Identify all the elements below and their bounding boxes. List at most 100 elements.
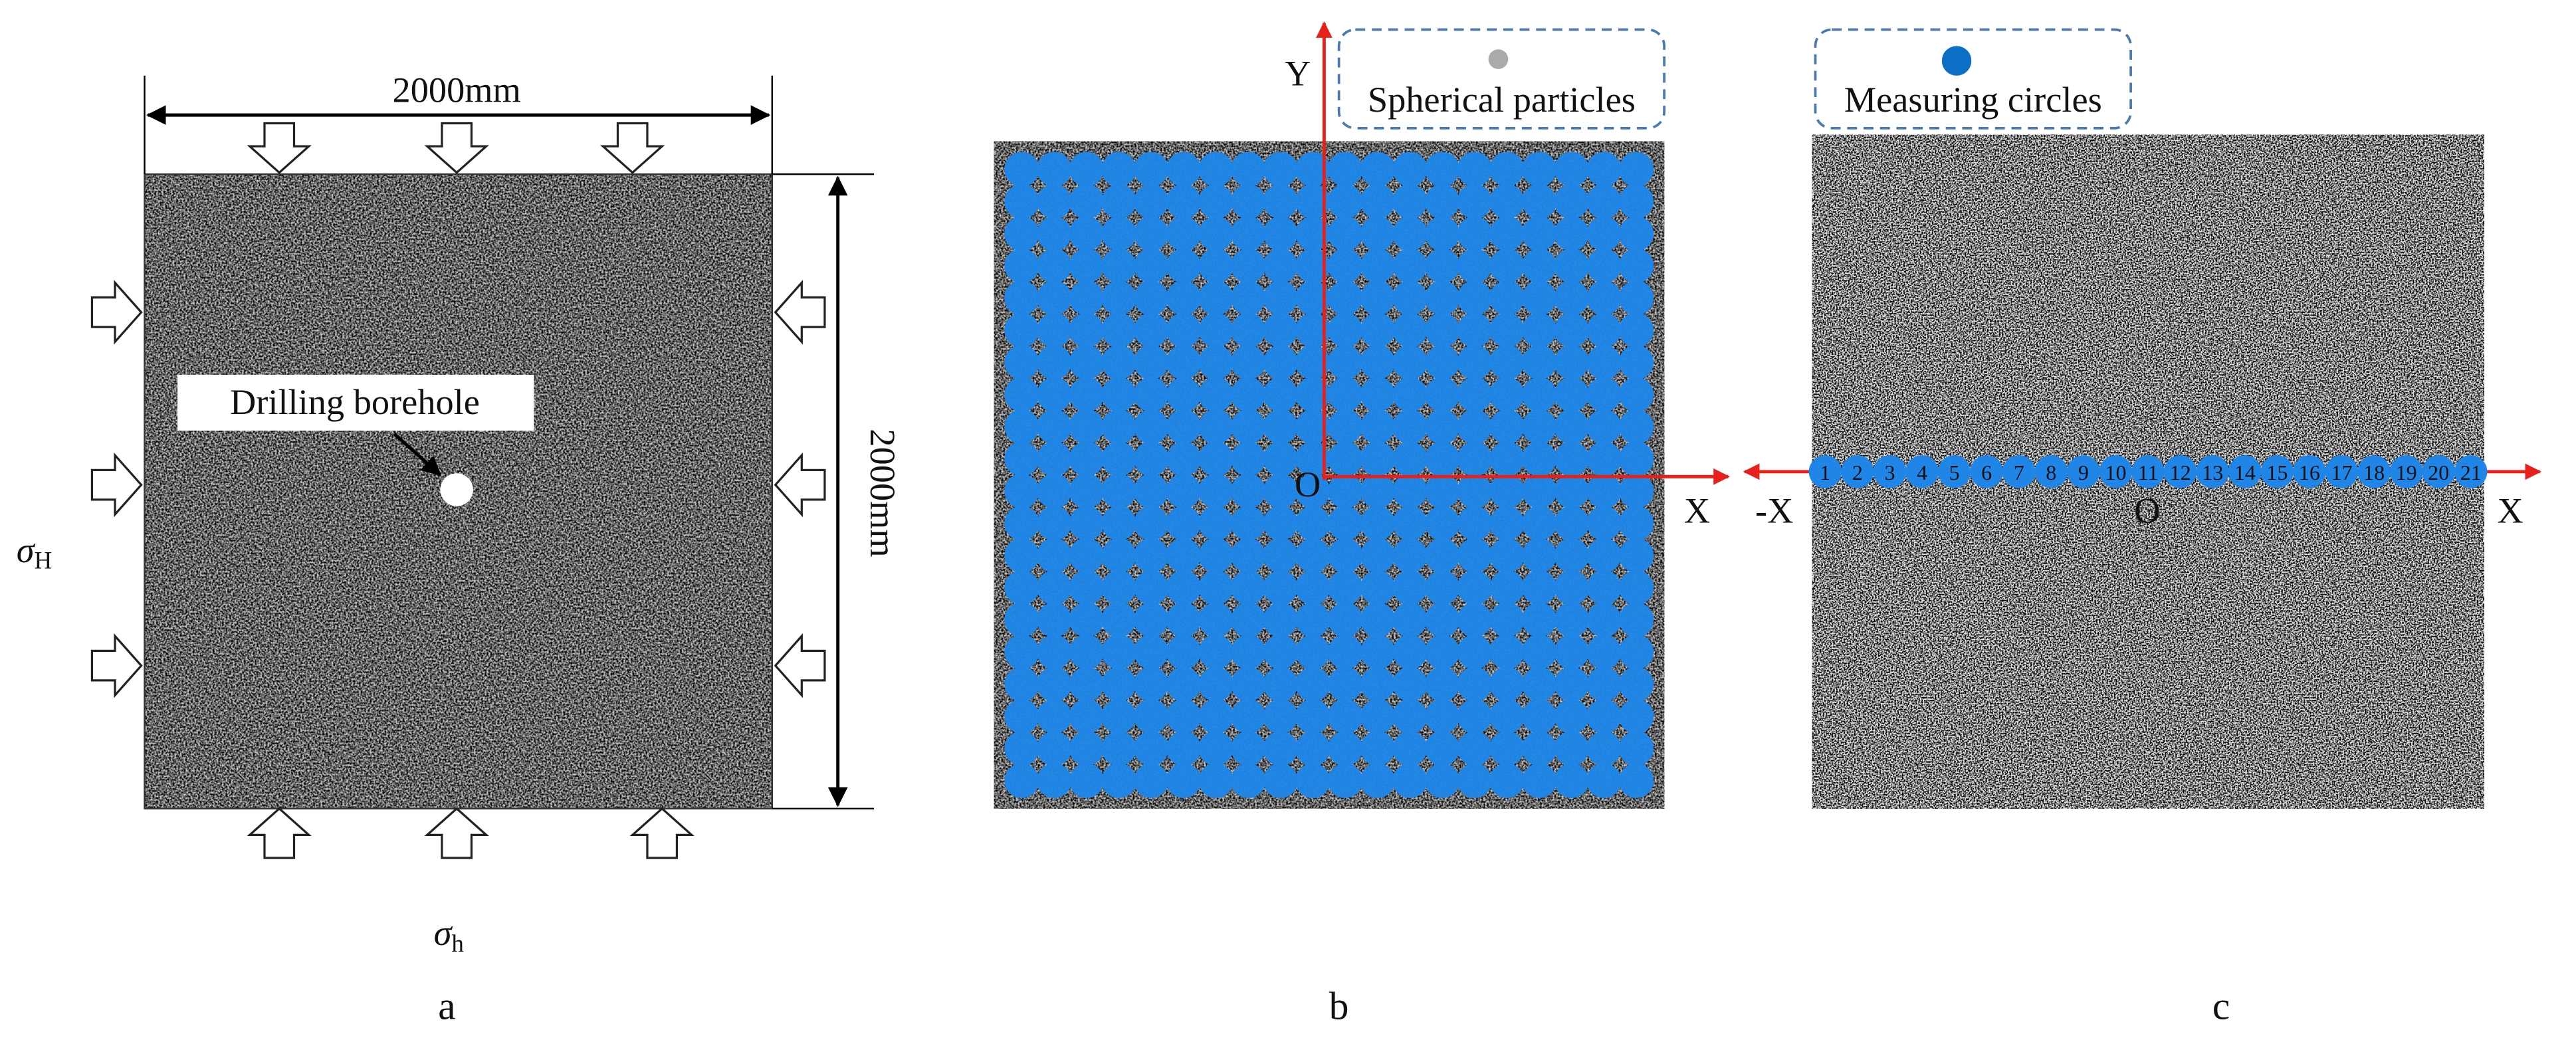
measuring-circle bbox=[1424, 183, 1460, 219]
measuring-circle bbox=[1873, 455, 1907, 488]
measuring-circle bbox=[1166, 280, 1202, 316]
measuring-circle bbox=[1489, 763, 1525, 798]
measuring-circle bbox=[1521, 538, 1557, 573]
measuring-circle bbox=[1263, 570, 1299, 605]
measuring-circle bbox=[1198, 570, 1234, 605]
measuring-circle bbox=[1295, 570, 1331, 605]
measuring-circle bbox=[1360, 280, 1395, 316]
measuring-circle bbox=[1133, 345, 1169, 380]
measuring-circle bbox=[1554, 312, 1589, 348]
load-arrow bbox=[774, 454, 826, 516]
measuring-circle bbox=[1198, 473, 1234, 509]
measuring-circle bbox=[1618, 152, 1654, 187]
measuring-circle bbox=[1586, 183, 1622, 219]
measuring-circle bbox=[1586, 538, 1622, 573]
measuring-circle bbox=[1101, 731, 1136, 766]
measuring-circle bbox=[1004, 602, 1039, 637]
measuring-circle bbox=[1230, 409, 1266, 445]
caption: a bbox=[438, 984, 455, 1027]
measuring-circle bbox=[1230, 152, 1266, 187]
measuring-circle bbox=[1230, 506, 1266, 541]
measuring-circle bbox=[1424, 538, 1460, 573]
measuring-row: 1 2 3 4 5 6 7 8 9 10 11 12 13 14 15 16 17 18 19 20 21 bbox=[1808, 455, 2488, 488]
measuring-circle bbox=[1037, 634, 1072, 670]
measuring-circle bbox=[1069, 312, 1105, 348]
measuring-circle bbox=[1198, 602, 1234, 637]
measuring-circle bbox=[1457, 312, 1492, 348]
measuring-circle bbox=[1037, 731, 1072, 766]
measuring-circle bbox=[1295, 312, 1331, 348]
measuring-circle bbox=[1198, 183, 1234, 219]
panel-a: Drilling borehole 2000mm 2000mm σH σh a bbox=[17, 70, 903, 1027]
sigma-subscript: h bbox=[451, 930, 464, 958]
measuring-circle bbox=[1230, 634, 1266, 670]
measuring-circle bbox=[1424, 634, 1460, 670]
measuring-circle bbox=[1327, 698, 1363, 734]
measuring-circle bbox=[1198, 538, 1234, 573]
measuring-circle bbox=[1521, 377, 1557, 412]
measuring-circle bbox=[1004, 473, 1039, 509]
measuring-circle bbox=[1618, 538, 1654, 573]
load-arrow bbox=[90, 454, 143, 516]
measuring-circle bbox=[1101, 634, 1136, 670]
circle-number: 19 bbox=[2396, 461, 2417, 484]
measuring-circle bbox=[1618, 763, 1654, 798]
measuring-circle bbox=[1489, 698, 1525, 734]
measuring-circle bbox=[1489, 441, 1525, 476]
sigma-subscript: H bbox=[35, 548, 53, 575]
measuring-circle bbox=[1489, 345, 1525, 380]
measuring-circle bbox=[1521, 634, 1557, 670]
measuring-circle bbox=[1457, 538, 1492, 573]
measuring-circle bbox=[1489, 473, 1525, 509]
measuring-circle bbox=[1554, 473, 1589, 509]
load-arrow bbox=[774, 281, 826, 344]
measuring-circle bbox=[1327, 377, 1363, 412]
measuring-circle bbox=[1166, 409, 1202, 445]
measuring-circle bbox=[1360, 312, 1395, 348]
measuring-circle bbox=[1360, 473, 1395, 509]
load-arrow bbox=[90, 635, 143, 696]
measuring-circle bbox=[1004, 280, 1039, 316]
measuring-circle bbox=[1069, 538, 1105, 573]
measuring-circle bbox=[1069, 183, 1105, 219]
measuring-circle bbox=[1554, 409, 1589, 445]
panel-c: 1 2 3 4 5 6 7 8 9 10 11 12 13 14 15 16 17 18 19 20 21 -X O X… bbox=[1743, 28, 2542, 1027]
legend-box bbox=[1814, 28, 2132, 130]
measuring-circle bbox=[1489, 280, 1525, 316]
origin-label: O bbox=[2134, 490, 2160, 530]
measuring-circle bbox=[1166, 506, 1202, 541]
measuring-circle bbox=[1554, 280, 1589, 316]
measuring-circle bbox=[1586, 763, 1622, 798]
measuring-circle bbox=[1424, 409, 1460, 445]
measuring-circle bbox=[1618, 441, 1654, 476]
measuring-circle bbox=[1004, 538, 1039, 573]
measuring-circle bbox=[1457, 731, 1492, 766]
measuring-circle bbox=[1327, 183, 1363, 219]
measuring-circle bbox=[1424, 602, 1460, 637]
measuring-circle bbox=[1424, 312, 1460, 348]
circle-number: 16 bbox=[2299, 461, 2320, 484]
measuring-circle bbox=[1101, 216, 1136, 251]
measuring-circle bbox=[1457, 473, 1492, 509]
measuring-circle bbox=[1101, 345, 1136, 380]
axis-x-label: X bbox=[2497, 490, 2523, 530]
measuring-circle bbox=[1133, 731, 1169, 766]
measuring-circle bbox=[1166, 183, 1202, 219]
measuring-circle bbox=[1295, 473, 1331, 509]
measuring-circle bbox=[1198, 216, 1234, 251]
measuring-circle bbox=[1392, 538, 1428, 573]
measuring-circle bbox=[1424, 570, 1460, 605]
circle-number: 1 bbox=[1820, 461, 1830, 484]
measuring-circle bbox=[1327, 441, 1363, 476]
measuring-circle bbox=[1166, 441, 1202, 476]
measuring-circle bbox=[1360, 152, 1395, 187]
measuring-circle bbox=[1069, 345, 1105, 380]
measuring-circle bbox=[1230, 538, 1266, 573]
caption: c bbox=[2212, 984, 2230, 1027]
measuring-circle bbox=[1392, 731, 1428, 766]
measuring-circle bbox=[1327, 345, 1363, 380]
measuring-circle bbox=[1037, 473, 1072, 509]
measuring-circle bbox=[1457, 570, 1492, 605]
measuring-circle bbox=[1586, 345, 1622, 380]
